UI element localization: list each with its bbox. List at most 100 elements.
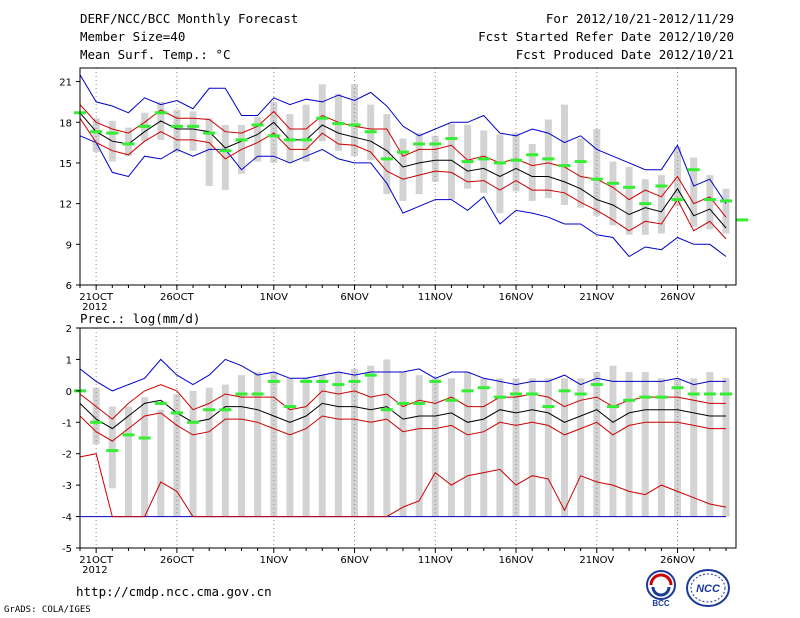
- temp-spread-box: [221, 124, 229, 191]
- prec-spread-box: [189, 390, 197, 517]
- temp-obs-marker: [493, 161, 506, 165]
- prec-obs-marker: [187, 420, 200, 424]
- temp-spread-box: [625, 167, 633, 235]
- prec-series-ensemble-max: [79, 358, 726, 392]
- prec-obs-marker: [526, 392, 539, 396]
- temp-spread-box: [706, 175, 714, 230]
- temp-ytick-label: 6: [66, 281, 72, 292]
- temp-obs-marker: [122, 142, 135, 146]
- prec-obs-marker: [251, 392, 264, 396]
- prec-obs-marker: [364, 373, 377, 377]
- prec-ytick-label: -5: [62, 544, 72, 555]
- prec-obs-marker: [493, 395, 506, 399]
- prec-spread-box: [528, 378, 536, 517]
- temp-xtick-label: 21OCT: [79, 292, 114, 303]
- temp-series-ensemble-min: [79, 135, 727, 258]
- temp-frame: [79, 67, 737, 286]
- prec-obs-marker: [687, 392, 700, 396]
- prec-spread-box: [625, 372, 633, 517]
- prec-spread-box: [318, 375, 326, 517]
- temp-obs-marker: [138, 124, 151, 128]
- temp-spread-box: [92, 118, 100, 153]
- prec-spread-box: [641, 372, 649, 517]
- prec-spread-box: [496, 378, 504, 517]
- prec-obs-marker: [655, 395, 668, 399]
- prec-spread-box: [399, 372, 407, 517]
- temp-obs-marker: [429, 142, 442, 146]
- grads-credit: GrADS: COLA/IGES: [4, 605, 91, 615]
- prec-obs-marker: [542, 405, 555, 409]
- prec-series-mean: [79, 399, 726, 430]
- prec-ytick-label: -3: [62, 481, 72, 492]
- prec-obs-marker: [106, 449, 119, 453]
- temp-ytick-label: 18: [59, 118, 72, 129]
- prec-spread-box: [480, 378, 488, 517]
- temp-spread-box: [561, 104, 568, 205]
- prec-ytick-label: 0: [66, 387, 72, 398]
- prec-spread-box: [674, 378, 682, 517]
- temp-spread-box: [189, 111, 197, 151]
- prec-series-mean-sd: [79, 412, 726, 442]
- prec-ytick-label: -1: [62, 418, 72, 429]
- prec-obs-marker: [348, 379, 361, 383]
- prec-obs-marker: [461, 389, 474, 393]
- temp-obs-marker: [703, 198, 716, 202]
- temp-spread-box: [431, 135, 439, 182]
- prec-obs-marker: [445, 398, 458, 402]
- temp-obs-marker: [671, 198, 684, 202]
- temp-ytick-label: 9: [66, 240, 72, 251]
- prec-xtick-label: 11NOV: [418, 555, 453, 566]
- prec-obs-marker: [397, 401, 409, 405]
- temp-obs-marker: [187, 124, 200, 128]
- prec-spread-box: [254, 372, 262, 517]
- temp-obs-marker: [332, 122, 345, 126]
- temp-obs-marker: [558, 164, 571, 168]
- temp-spread-box: [415, 133, 423, 195]
- prec-obs-marker: [574, 392, 587, 396]
- prec-spread-box: [690, 378, 698, 517]
- temp-series-mean: [79, 112, 727, 229]
- bcc-logo: BCC: [646, 570, 676, 608]
- prec-spread-box: [464, 372, 472, 517]
- prec-spread-box: [383, 359, 391, 517]
- temp-spread-box: [690, 157, 698, 227]
- prec-obs-marker: [283, 405, 296, 409]
- prec-obs-marker: [720, 392, 732, 396]
- prec-spread-box: [141, 397, 149, 517]
- temp-obs-marker: [526, 153, 539, 157]
- temp-obs-marker: [251, 123, 264, 127]
- prec-xtick-label: 16NOV: [499, 555, 534, 566]
- prec-spread-box: [367, 365, 375, 517]
- prec-xtick-label: 26OCT: [160, 555, 195, 566]
- temp-obs-marker: [736, 218, 749, 222]
- temp-xtick-label: 11NOV: [418, 292, 453, 303]
- prec-obs-marker: [267, 379, 280, 383]
- temp-spread-box: [657, 175, 665, 234]
- prec-spread-box: [173, 394, 181, 517]
- prec-xtick-sublabel: 2012: [82, 565, 107, 576]
- prec-obs-marker: [558, 389, 571, 393]
- temp-obs-marker: [106, 131, 119, 135]
- prec-obs-marker: [623, 398, 636, 402]
- temp-xtick-label: 6NOV: [340, 292, 369, 303]
- temp-xtick-label: 26OCT: [160, 292, 195, 303]
- prec-obs-marker: [703, 392, 716, 396]
- temp-ytick-label: 12: [59, 200, 72, 211]
- temp-obs-marker: [510, 158, 523, 162]
- prec-series-mean-sd: [79, 384, 726, 420]
- temp-obs-marker: [590, 177, 603, 181]
- prec-spread-box: [157, 409, 165, 517]
- temp-obs-marker: [461, 160, 474, 164]
- temp-series-mean-sd: [79, 104, 727, 218]
- temp-xtick-label: 16NOV: [499, 292, 534, 303]
- temp-obs-marker: [380, 157, 393, 161]
- source-url[interactable]: http://cmdp.ncc.cma.gov.cn: [76, 584, 272, 599]
- temp-spread-box: [254, 116, 262, 162]
- prec-obs-marker: [300, 379, 313, 383]
- temp-obs-marker: [639, 202, 652, 206]
- prec-spread-box: [544, 378, 552, 517]
- prec-spread-box: [447, 378, 455, 517]
- prec-series-ensemble-low: [79, 453, 727, 518]
- temp-obs-marker: [397, 150, 409, 154]
